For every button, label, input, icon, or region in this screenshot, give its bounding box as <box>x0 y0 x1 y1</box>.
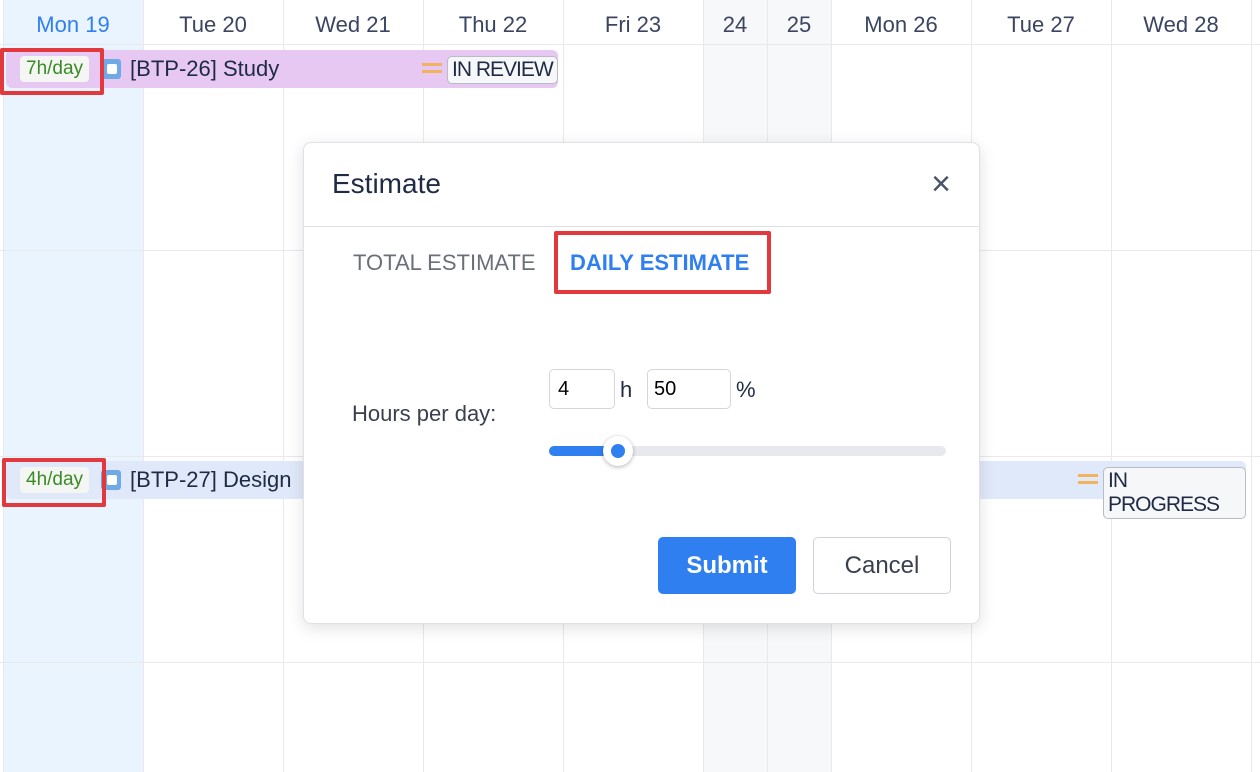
day-column <box>1251 0 1260 772</box>
divider <box>304 226 979 227</box>
day-column <box>971 0 1111 772</box>
hours-input[interactable] <box>549 369 615 409</box>
task-icon <box>101 470 122 490</box>
day-header: Wed 28 <box>1143 12 1219 37</box>
highlight-box <box>0 48 104 95</box>
day-header: Thu 22 <box>458 12 528 37</box>
day-column <box>3 0 143 772</box>
estimate-badge[interactable]: 4h/day <box>20 467 90 493</box>
highlight-box <box>2 458 106 507</box>
highlight-box <box>554 231 771 294</box>
slider-thumb[interactable] <box>603 436 634 466</box>
day-column <box>143 0 283 772</box>
day-column <box>1111 0 1251 772</box>
priority-medium-icon <box>1078 474 1098 484</box>
task-bar[interactable]: 7h/day [BTP-26] Study IN REVIEW <box>6 50 558 88</box>
tab-total-estimate[interactable]: TOTAL ESTIMATE <box>353 250 536 275</box>
day-header: Wed 21 <box>315 12 391 37</box>
divider <box>0 44 1260 45</box>
hours-per-day-label: Hours per day: <box>352 401 497 426</box>
task-icon <box>101 59 122 79</box>
status-badge: IN REVIEW <box>447 56 558 84</box>
divider <box>0 662 1260 663</box>
cancel-button[interactable]: Cancel <box>813 537 951 594</box>
day-header: 25 <box>786 12 812 37</box>
day-header: Mon 26 <box>864 12 938 37</box>
status-badge: IN PROGRESS <box>1103 467 1246 519</box>
dialog-title: Estimate <box>332 168 441 199</box>
estimate-dialog: Estimate × TOTAL ESTIMATE DAILY ESTIMATE… <box>303 142 980 624</box>
task-title: [BTP-27] Design <box>130 467 292 492</box>
slider-fill <box>549 446 619 456</box>
day-column <box>283 0 423 772</box>
hours-unit: h <box>620 377 633 402</box>
day-header: Mon 19 <box>36 12 110 37</box>
day-header: Tue 20 <box>179 12 247 37</box>
estimate-badge[interactable]: 7h/day <box>20 56 90 82</box>
priority-medium-icon <box>422 63 442 73</box>
percent-unit: % <box>736 377 756 402</box>
day-header: Tue 27 <box>1007 12 1075 37</box>
submit-button[interactable]: Submit <box>658 537 796 594</box>
day-header: 24 <box>722 12 748 37</box>
tab-daily-estimate[interactable]: DAILY ESTIMATE <box>570 250 750 275</box>
day-header: Fri 23 <box>604 12 662 37</box>
hours-slider[interactable] <box>549 436 946 466</box>
percent-input[interactable] <box>647 369 731 409</box>
task-title: [BTP-26] Study <box>130 56 280 81</box>
close-icon[interactable]: × <box>931 165 951 203</box>
